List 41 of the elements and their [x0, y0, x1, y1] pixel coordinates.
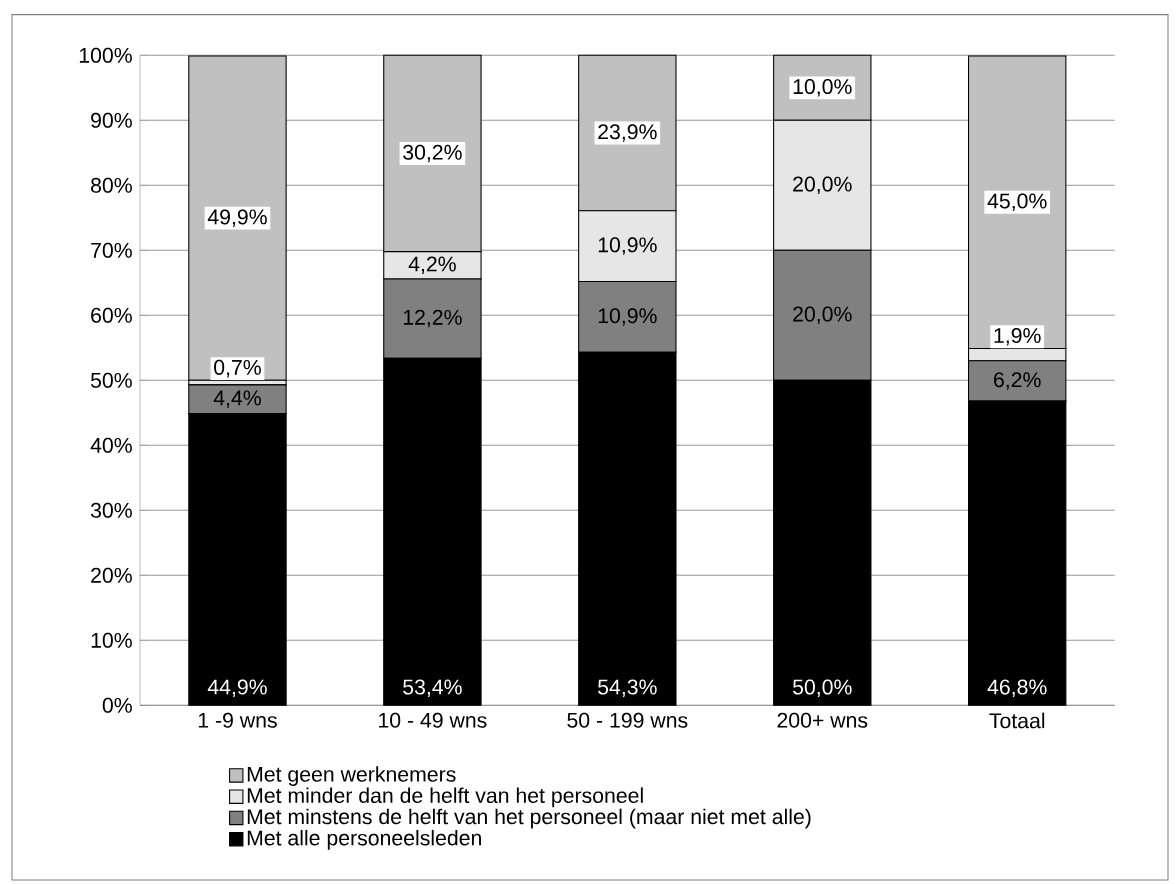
- x-tick-label: Totaal: [989, 712, 1045, 729]
- data-label: 10,9%: [598, 308, 657, 326]
- legend-label: Met minder dan de helft van het personeel: [247, 787, 643, 808]
- data-label: 4,4%: [213, 390, 261, 408]
- y-tick-label: 90%: [91, 112, 132, 128]
- x-tick-label: 200+ wns: [777, 712, 868, 728]
- legend-label: Met alle personeelsleden: [247, 829, 481, 850]
- y-tick-label: 20%: [91, 567, 132, 583]
- y-tick-label: 70%: [91, 242, 132, 258]
- data-label: 46,8%: [987, 679, 1047, 698]
- data-label: 50,0%: [792, 679, 852, 698]
- data-label: 45,0%: [987, 193, 1047, 211]
- y-tick-label: 40%: [90, 437, 132, 453]
- data-label: 6,2%: [994, 372, 1041, 390]
- x-tick-label: 50 - 199 wns: [567, 712, 688, 728]
- x-tick-label: 1 -9 wns: [198, 712, 277, 728]
- data-label: 10,0%: [793, 79, 852, 97]
- bar: [188, 55, 287, 381]
- y-tick-label: 30%: [90, 502, 132, 518]
- data-label: 0,7%: [214, 359, 261, 378]
- data-label: 49,9%: [207, 209, 267, 227]
- y-tick-label: 80%: [91, 177, 132, 193]
- data-label: 44,9%: [207, 679, 267, 698]
- legend-label: Met minstens de helft van het personeel (maar niet met alle): [247, 808, 811, 829]
- data-label: 4,2%: [408, 256, 456, 275]
- data-label: 53,4%: [403, 679, 462, 698]
- data-label: 12,2%: [403, 309, 462, 328]
- data-label: 20,0%: [793, 306, 852, 325]
- data-label: 10,9%: [598, 237, 657, 255]
- data-label: 30,2%: [403, 144, 462, 163]
- data-label: 54,3%: [598, 679, 657, 698]
- y-tick-label: 0%: [102, 697, 132, 713]
- legend-label: Met geen werknemers: [247, 766, 456, 786]
- x-tick-label: 10 - 49 wns: [379, 712, 487, 728]
- y-tick-label: 50%: [90, 372, 132, 388]
- data-label: 23,9%: [598, 124, 657, 142]
- y-tick-label: 100%: [79, 47, 132, 63]
- y-tick-label: 60%: [91, 307, 132, 323]
- y-tick-label: 10%: [91, 632, 132, 648]
- data-label: 20,0%: [793, 176, 852, 195]
- data-label: 1,9%: [994, 327, 1041, 346]
